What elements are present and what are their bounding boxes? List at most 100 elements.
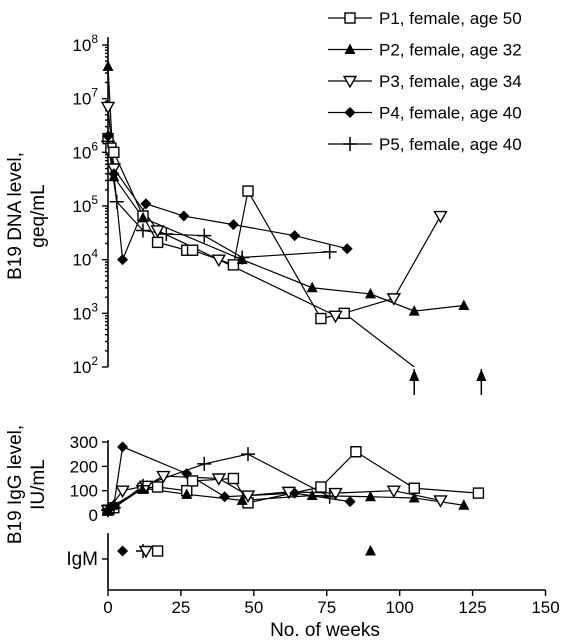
legend-entry: P1, female, age 50 (328, 9, 522, 28)
igg-data-point (219, 491, 231, 503)
dna-y-tick-label: 107 (72, 86, 98, 109)
x-tick-label: 25 (171, 598, 190, 617)
igg-data-point (136, 478, 150, 493)
dna-data-point (458, 299, 470, 310)
dna-y-tick-exponent: 8 (91, 32, 98, 46)
dna-series-line (107, 138, 415, 367)
igg-y-tick-label: 100 (70, 482, 98, 501)
dna-data-point (408, 305, 420, 316)
igg-data-point (433, 495, 448, 508)
igg-data-point (151, 481, 164, 493)
dna-y-axis-title: geq/mL (28, 184, 49, 247)
x-tick-label: 125 (458, 598, 486, 617)
legend: P1, female, age 50 P2, female, age 32 P3, … (328, 9, 522, 154)
dna-series-line (107, 66, 464, 312)
igm-data-point (117, 545, 129, 557)
dna-data-point (140, 198, 152, 210)
dna-y-tick-exponent: 7 (91, 86, 98, 100)
igg-data-point (197, 456, 212, 471)
legend-entry: P5, female, age 40 (328, 135, 522, 154)
igg-data-point (315, 481, 327, 493)
igg-y-axis-title: B19 IgG level, (5, 425, 26, 544)
dna-data-point (109, 194, 124, 209)
igg-data-point (117, 441, 129, 453)
axes-layer (102, 37, 547, 596)
dna-y-tick-base: 10 (72, 304, 91, 323)
dna-data-point (386, 293, 402, 306)
legend-entry: P2, female, age 32 (328, 41, 522, 60)
dna-y-tick-base: 10 (72, 143, 91, 162)
dna-data-point (100, 101, 116, 115)
legend-label: P1, female, age 50 (379, 9, 522, 28)
legend-label: P4, female, age 40 (379, 104, 522, 123)
dna-data-point (242, 185, 254, 197)
igg-data-point (101, 503, 115, 518)
dna-data-point (186, 244, 199, 256)
x-tick-label: 50 (244, 598, 263, 617)
dna-data-point (433, 210, 448, 224)
dna-data-point (341, 243, 353, 255)
undetectable-arrow-head (409, 369, 420, 381)
igg-data-point (227, 472, 240, 485)
igg-data-point (106, 500, 121, 515)
dna-data-point (211, 254, 227, 268)
dna-data-point (108, 168, 120, 180)
dna-y-tick-exponent: 4 (91, 247, 98, 261)
dna-data-point (151, 236, 164, 249)
igg-data-point (472, 487, 485, 499)
x-tick-label: 0 (103, 598, 112, 617)
legend-label: P5, female, age 40 (379, 135, 522, 154)
dna-data-point (150, 225, 165, 238)
igg-data-point (306, 489, 318, 501)
igm-data-point (138, 545, 154, 559)
igg-data-point (322, 489, 337, 504)
dna-y-tick-exponent: 2 (91, 354, 98, 368)
dna-y-tick-base: 10 (72, 358, 91, 377)
igm-y-label: IgM (66, 549, 98, 570)
igg-data-point (408, 491, 420, 503)
x-tick-label: 100 (385, 598, 413, 617)
legend-label: P2, female, age 32 (379, 41, 522, 60)
dna-data-point (315, 312, 327, 325)
legend-entry: P3, female, age 34 (328, 72, 522, 91)
dna-y-tick-exponent: 5 (91, 193, 98, 207)
dna-y-tick-label: 103 (72, 300, 98, 323)
dna-y-tick-label: 105 (72, 193, 98, 216)
dna-data-point (227, 219, 239, 231)
igm-data-point (151, 545, 164, 557)
igg-y-axis-title: IU/mL (28, 459, 49, 510)
dna-data-point (101, 134, 115, 149)
igg-y-tick-label: 0 (89, 506, 98, 525)
igg-data-point (236, 494, 248, 505)
legend-marker (342, 75, 358, 89)
igg-data-point (328, 487, 343, 501)
igg-data-point (186, 475, 199, 487)
igg-data-point (289, 487, 301, 499)
legend-label: P3, female, age 34 (379, 72, 522, 91)
dna-data-point (117, 254, 129, 266)
dna-y-tick-label: 102 (72, 354, 98, 377)
legend-marker (344, 12, 356, 24)
legend-entry: P4, female, age 40 (328, 104, 522, 123)
igg-data-point (181, 488, 193, 499)
undetectable-arrow-head (476, 369, 487, 381)
x-tick-label: 75 (317, 598, 336, 617)
x-axis-title: No. of weeks (270, 620, 380, 640)
dna-y-tick-exponent: 6 (91, 139, 98, 153)
dna-data-point (137, 211, 149, 223)
dna-data-point (328, 310, 343, 324)
dna-y-tick-label: 106 (72, 139, 98, 162)
igg-data-point (458, 499, 470, 510)
dna-data-point (102, 60, 114, 71)
dna-y-axis-title: B19 DNA level, (5, 152, 26, 280)
dna-series-line (107, 141, 330, 259)
igg-data-point (181, 468, 193, 480)
igg-data-point (115, 485, 130, 499)
dna-data-point (159, 227, 174, 242)
dna-data-point (289, 230, 301, 242)
dna-y-tick-base: 10 (72, 36, 91, 55)
dna-y-tick-base: 10 (72, 251, 91, 270)
igg-data-point (350, 446, 362, 458)
igg-data-point (156, 470, 171, 484)
